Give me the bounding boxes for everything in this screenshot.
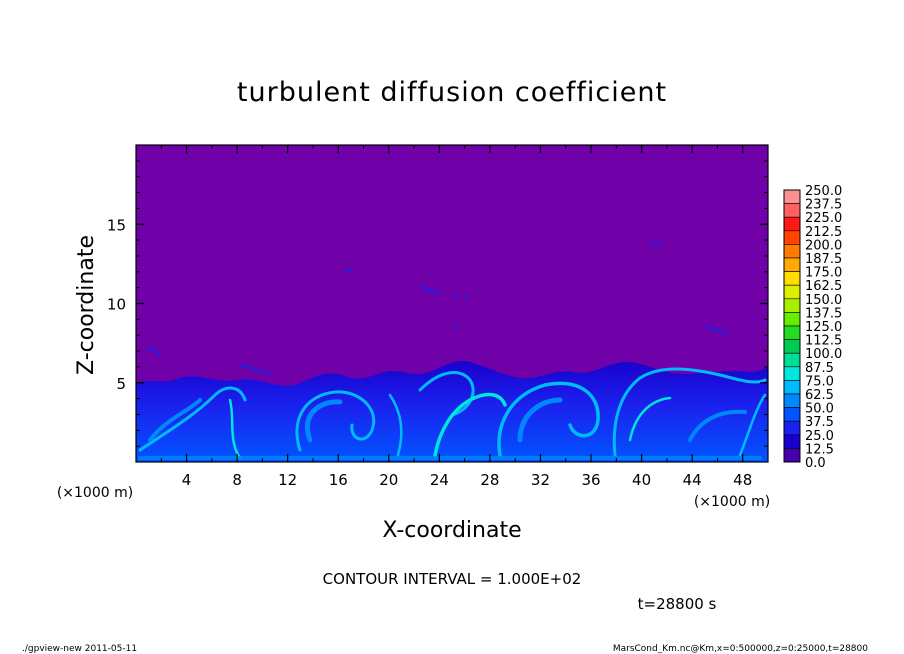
colorbar-swatch	[783, 284, 801, 300]
x-tick-label: 20	[379, 471, 398, 489]
colorbar-swatch	[783, 312, 801, 327]
colorbar-swatch	[783, 352, 801, 368]
x-tick-label: 8	[232, 471, 242, 489]
colorbar-swatch	[783, 298, 801, 313]
y-axis-label: Z-coordinate	[74, 235, 99, 375]
colorbar-swatch	[783, 271, 801, 286]
colorbar-swatch	[783, 366, 801, 381]
colorbar-level-label: 0.0	[805, 456, 826, 471]
colorbar-swatch	[783, 339, 801, 354]
x-tick-label: 36	[581, 471, 600, 489]
x-tick-label: 12	[278, 471, 297, 489]
x-tick-label: 16	[329, 471, 348, 489]
colorbar-level-label: 75.0	[805, 374, 834, 389]
colorbar-swatch	[783, 325, 801, 340]
colorbar-level-label: 225.0	[805, 211, 842, 226]
colorbar-swatch	[783, 407, 801, 422]
colorbar-level-label: 100.0	[805, 347, 842, 362]
x-tick-label: 4	[182, 471, 192, 489]
colorbar-level-label: 237.5	[805, 198, 842, 213]
contour-interval-note: CONTOUR INTERVAL = 1.000E+02	[323, 570, 582, 588]
x-tick-label: 32	[531, 471, 550, 489]
colorbar-swatch	[783, 203, 801, 218]
y-tick-label: 10	[107, 296, 126, 314]
colorbar-swatch	[783, 230, 801, 245]
time-annotation: t=28800 s	[638, 595, 717, 613]
colorbar-level-label: 175.0	[805, 266, 842, 281]
x-tick-label: 28	[480, 471, 499, 489]
x-tick-label: 44	[683, 471, 702, 489]
x-tick-label: 24	[430, 471, 449, 489]
colorbar-level-label: 137.5	[805, 306, 842, 321]
colorbar-level-label: 162.5	[805, 279, 842, 294]
colorbar-swatch	[783, 216, 801, 232]
x-axis-ticks: 4 8 12 16 20 24 28 32 36 40 44 48	[160, 145, 752, 489]
eddy-structures	[138, 367, 767, 460]
x-unit-label-left: (×1000 m)	[57, 485, 133, 501]
colorbar-level-label: 150.0	[805, 293, 842, 308]
colorbar-level-label: 125.0	[805, 320, 842, 335]
colorbar-swatch	[783, 448, 801, 463]
colorbar-level-label: 112.5	[805, 334, 842, 349]
colorbar-level-label: 50.0	[805, 402, 834, 417]
footer-left: ./gpview-new 2011-05-11	[22, 644, 137, 654]
x-axis-label: X-coordinate	[382, 518, 521, 543]
chart-title: turbulent diffusion coefficient	[237, 77, 667, 108]
colorbar-swatch	[783, 244, 801, 259]
colorbar: 250.0237.5225.0212.5200.0187.5175.0162.5…	[783, 184, 842, 471]
colorbar-level-label: 25.0	[805, 429, 834, 444]
x-tick-label: 48	[733, 471, 752, 489]
x-tick-label: 40	[632, 471, 651, 489]
plot-area	[136, 145, 768, 462]
colorbar-level-label: 187.5	[805, 252, 842, 267]
sparse-blobs	[147, 243, 729, 375]
colorbar-level-label: 12.5	[805, 442, 834, 457]
colorbar-level-label: 37.5	[805, 415, 834, 430]
y-tick-label: 5	[116, 375, 126, 393]
footer-right: MarsCond_Km.nc@Km,x=0:500000,z=0:25000,t…	[613, 644, 868, 654]
colorbar-level-label: 200.0	[805, 238, 842, 253]
colorbar-swatch	[783, 189, 801, 204]
colorbar-swatch	[783, 393, 801, 408]
turbulence-layer	[136, 360, 768, 462]
colorbar-swatch	[783, 257, 801, 272]
colorbar-level-label: 250.0	[805, 184, 842, 199]
colorbar-swatch	[783, 420, 801, 436]
colorbar-frame	[783, 189, 801, 463]
x-unit-label-right: (×1000 m)	[694, 494, 770, 510]
colorbar-swatch	[783, 434, 801, 449]
y-axis-ticks: 5 10 15	[107, 160, 768, 447]
y-tick-label: 15	[107, 216, 126, 234]
colorbar-level-label: 62.5	[805, 388, 834, 403]
colorbar-level-label: 212.5	[805, 225, 842, 240]
colorbar-level-label: 87.5	[805, 361, 834, 376]
colorbar-swatch	[783, 380, 801, 395]
